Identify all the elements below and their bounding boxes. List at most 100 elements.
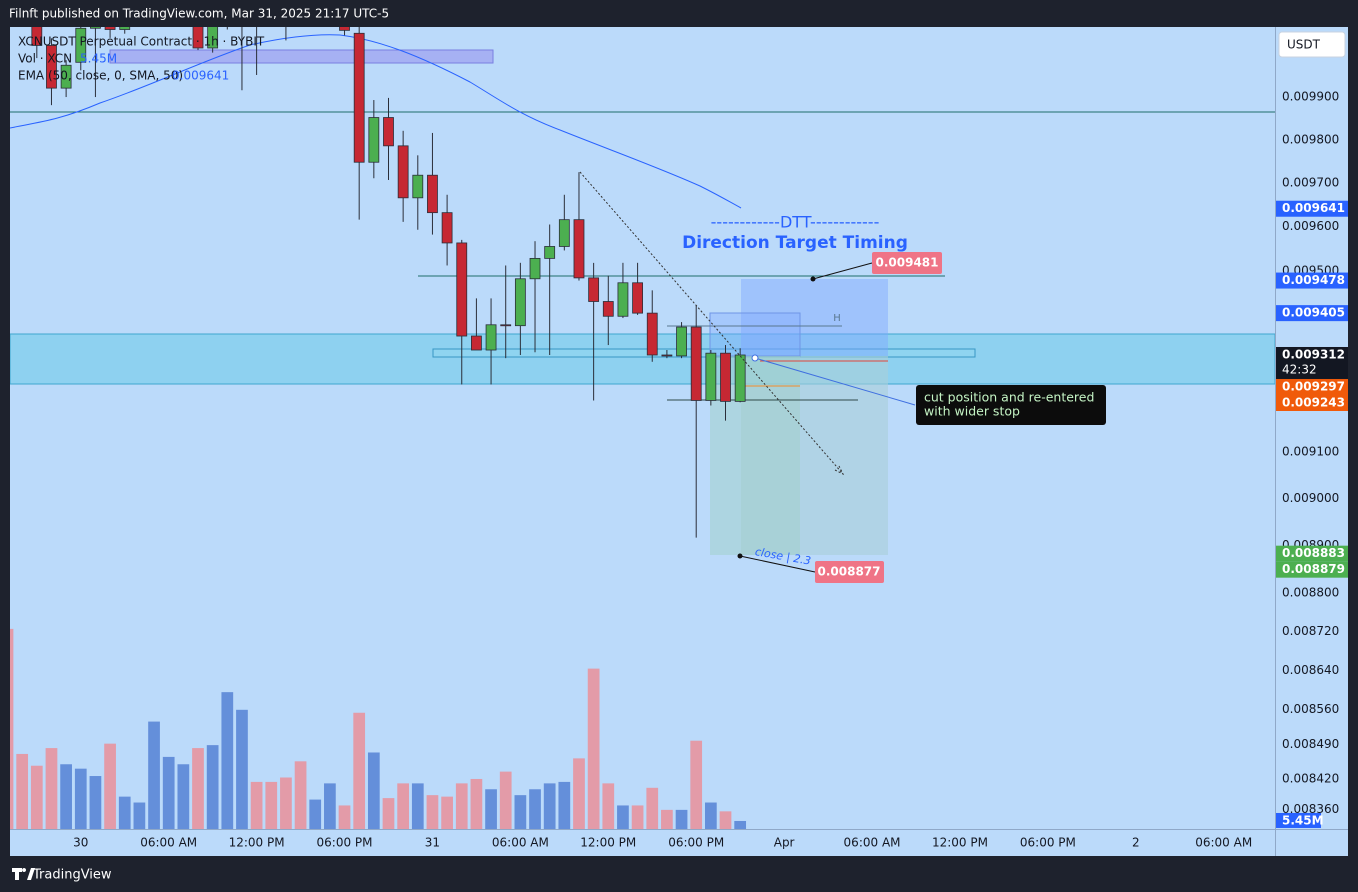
volume-bar	[265, 781, 278, 829]
y-tick-label: 0.008800	[1282, 586, 1339, 600]
volume-bar	[367, 752, 380, 829]
candle-body	[75, 27, 87, 63]
stop-label-box	[815, 561, 884, 583]
brand-logo	[12, 868, 35, 880]
volume-label-box	[1276, 812, 1321, 828]
x-tick-label: 12:00 PM	[229, 836, 285, 850]
y-tick-label: 0.008720	[1282, 624, 1339, 638]
volume-bar	[485, 789, 497, 829]
price-label: 0.008879	[1282, 562, 1345, 576]
candle-body	[31, 27, 43, 46]
volume-bar	[719, 811, 732, 829]
volume-bar	[441, 796, 453, 829]
volume-bar	[690, 740, 703, 829]
volume-bar	[104, 743, 116, 829]
volume-bar	[602, 783, 615, 829]
publish-info: Filnft published on TradingView.com, Mar…	[9, 7, 389, 21]
countdown: 42:32	[1282, 362, 1317, 376]
volume-bar	[250, 781, 263, 829]
volume-bar	[118, 796, 131, 829]
candle-body	[60, 64, 72, 89]
volume-bar	[631, 805, 644, 829]
x-tick-label: 06:00 PM	[668, 836, 724, 850]
price-label: 0.009297	[1282, 379, 1345, 393]
x-tick-label: 06:00 AM	[492, 836, 549, 850]
y-tick-label: 0.009800	[1282, 132, 1339, 146]
price-label: 0.009405	[1282, 306, 1345, 320]
candle-body	[368, 117, 380, 163]
candle-body	[456, 242, 468, 337]
arrow-head	[834, 465, 845, 476]
support-zone	[10, 333, 1275, 385]
y-tick-label: 0.009600	[1282, 219, 1339, 233]
volume-label: 5.45M	[1282, 813, 1324, 827]
price-label: 0.009478	[1282, 273, 1345, 287]
currency-button[interactable]	[1278, 31, 1346, 58]
price-label: 0.008883	[1282, 546, 1345, 560]
volume-bar	[455, 783, 468, 829]
candle-body	[588, 277, 600, 302]
x-tick-label: 12:00 PM	[580, 836, 636, 850]
annotations: cut position and re-entered with wider s…	[579, 171, 1106, 583]
candle-body	[471, 335, 482, 351]
candle-body	[632, 282, 643, 314]
candle-body	[676, 326, 687, 357]
callout-text: with wider stop	[924, 404, 1020, 419]
volume-bar	[162, 756, 175, 829]
volume-bar	[499, 771, 512, 829]
volume-bar	[543, 783, 556, 829]
price-label-box	[1276, 545, 1348, 562]
ema-line	[10, 34, 742, 209]
trend-arrow	[579, 171, 844, 475]
volume-bar	[411, 783, 424, 829]
volume-bar	[675, 809, 688, 829]
y-tick-label: 0.008560	[1282, 702, 1339, 716]
label-anchor	[810, 276, 816, 282]
candle-body	[383, 117, 394, 147]
label-line	[812, 262, 873, 280]
volume-bar	[221, 692, 234, 829]
currency-label[interactable]: USDT	[1287, 38, 1321, 52]
candle-body	[441, 212, 453, 244]
volume-bar	[89, 776, 102, 829]
candle-body	[646, 312, 658, 356]
legend-volume-value: 5.45M	[80, 52, 117, 66]
volume-bar	[426, 795, 439, 829]
price-label: 0.009641	[1282, 201, 1345, 215]
y-tick-label: 0.009900	[1282, 90, 1339, 104]
volume-bar	[294, 761, 307, 829]
candle-body	[544, 246, 556, 259]
brand: TradingView	[32, 868, 112, 883]
candle-body	[514, 278, 526, 327]
volume-bar	[16, 753, 29, 829]
candle-body	[397, 145, 409, 199]
candle-body	[46, 45, 57, 89]
volume-bar	[470, 778, 483, 829]
volume-bar	[587, 668, 600, 829]
volume-bar	[177, 764, 190, 829]
volume-bar	[661, 809, 673, 829]
x-tick-label: 12:00 PM	[932, 836, 988, 850]
price-label: 0.009243	[1282, 395, 1345, 409]
target-label-box	[872, 252, 942, 274]
volume-bar	[734, 820, 747, 829]
plot	[10, 27, 1275, 829]
candle-body	[427, 174, 438, 214]
callout-anchor	[751, 354, 759, 362]
volume-bar	[397, 783, 410, 829]
x-tick-label: 30	[73, 836, 88, 850]
candle-body	[690, 326, 702, 401]
candle-body	[661, 354, 673, 357]
entry-zone	[432, 348, 976, 358]
candle-body	[705, 352, 717, 401]
legend-volume: Vol · XCN	[18, 52, 72, 66]
price-label-box	[1276, 200, 1348, 217]
volume-bar	[236, 709, 248, 829]
candle-body	[207, 27, 219, 49]
price-label-box	[1276, 346, 1348, 379]
chart-background	[10, 27, 1348, 856]
x-tick-label: 06:00 AM	[844, 836, 901, 850]
stop-label: 0.008877	[817, 565, 880, 579]
candle-body	[602, 301, 614, 317]
volume-bar	[617, 805, 629, 829]
